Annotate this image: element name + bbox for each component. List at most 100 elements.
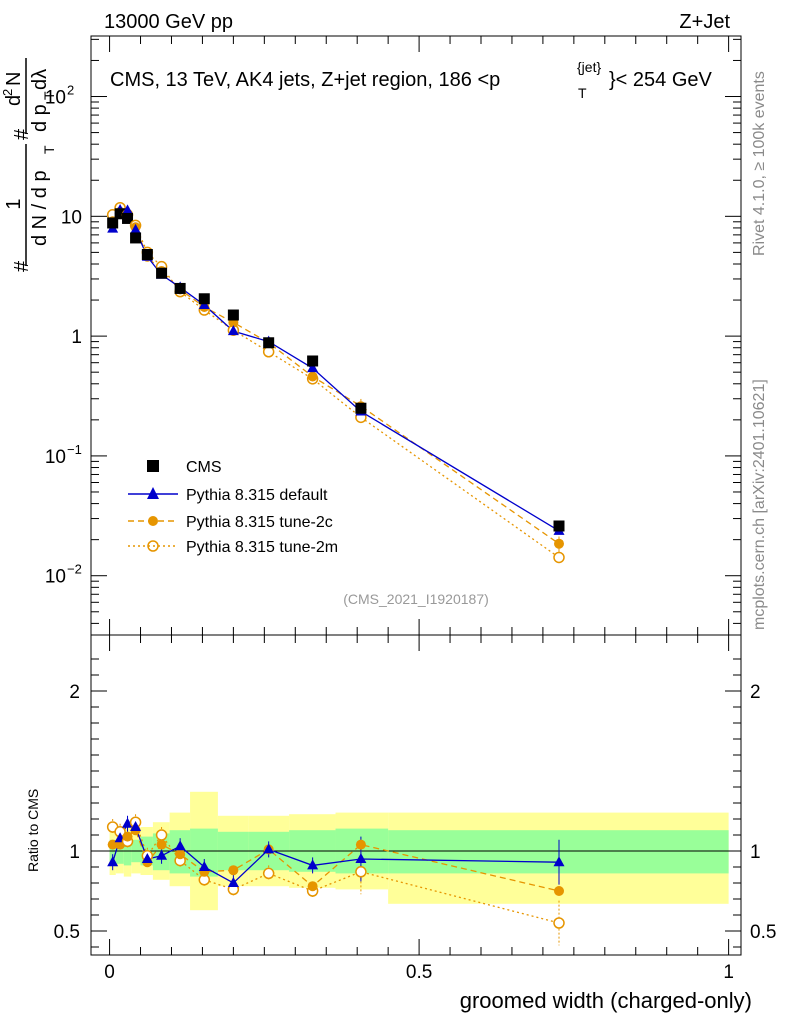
- y-tick-label: 10: [45, 567, 66, 588]
- chart-title: CMS, 13 TeV, AK4 jets, Z+jet region, 186…: [110, 59, 713, 101]
- ylabel-den2-tail: dλ: [29, 69, 51, 90]
- ylabel-num2-tail: N: [3, 72, 25, 86]
- ratio-point-tune2m: [262, 867, 275, 880]
- legend-entry-cms: CMS: [147, 459, 222, 476]
- point-cms: [355, 402, 367, 414]
- point-default: [227, 325, 239, 336]
- title-sup: {jet}: [577, 59, 601, 75]
- ratio-y-tick-label: 0.5: [54, 922, 80, 943]
- ratio-point-default: [263, 843, 275, 854]
- ylabel-hash-1: #: [11, 260, 33, 272]
- mcplots-label: mcplots.cern.ch [arXiv:2401.10621]: [751, 379, 768, 630]
- ylabel-den2-sub: T: [41, 91, 57, 100]
- ratio-point-tune2m: [553, 917, 565, 929]
- point-tune2c: [554, 538, 564, 549]
- ratio-point-tune2c: [355, 839, 366, 850]
- ratio-y-tick-label-right: 0.5: [750, 922, 776, 943]
- title-tail: }< 254 GeV: [609, 69, 713, 91]
- ylabel-num2-sup: 2: [0, 89, 15, 96]
- point-cms: [130, 232, 142, 244]
- ylabel-hash-2: #: [11, 128, 33, 140]
- header-right-label: Z+Jet: [679, 11, 730, 33]
- ylabel-frac-den: d N / d p: [29, 170, 51, 246]
- ratio-point-default: [355, 853, 367, 863]
- legend: CMS Pythia 8.315 default Pythia 8.315 tu…: [128, 459, 338, 556]
- ylabel-num2: d: [3, 95, 25, 106]
- ratio-band-green: [123, 838, 132, 866]
- y-tick-label-exp: 2: [67, 83, 74, 98]
- point-default: [307, 362, 319, 373]
- legend-label-tune2c: Pythia 8.315 tune-2c: [186, 514, 333, 531]
- ylabel-frac-num: 1: [3, 198, 25, 209]
- rivet-label: Rivet 4.1.0, ≥ 100k events: [751, 71, 768, 256]
- point-default: [130, 223, 142, 234]
- ratio-point-default: [141, 853, 153, 863]
- point-cms: [141, 249, 153, 261]
- point-tune2m: [262, 346, 275, 358]
- y-tick-label: 1: [71, 327, 82, 348]
- ratio-point-tune2c: [554, 886, 564, 896]
- ratio-panel: 0 0.5 1 0.5 0.5 1 1 2 2: [54, 635, 776, 983]
- header-left-label: 13000 GeV pp: [104, 11, 233, 33]
- ratio-y-axis-label: Ratio to CMS: [25, 789, 41, 872]
- legend-label-cms: CMS: [186, 459, 222, 476]
- ratio-frame: [90, 634, 742, 956]
- ylabel-frac-den-sub: T: [41, 145, 57, 154]
- ratio-y-tick-label: 1: [69, 842, 80, 863]
- legend-entry-tune2c: Pythia 8.315 tune-2c: [128, 514, 333, 531]
- legend-marker-tune2c: [148, 516, 158, 526]
- ratio-point-default: [107, 856, 119, 867]
- x-tick-label: 0.5: [406, 962, 432, 983]
- ratio-point-default: [307, 859, 319, 870]
- y-axis-label-main: # 1 d N / d p T # d 2 N d p T dλ: [0, 58, 57, 272]
- title-sub: T: [578, 85, 587, 101]
- point-cms: [307, 355, 319, 367]
- point-cms: [553, 520, 565, 532]
- ratio-point-tune2m: [355, 866, 367, 878]
- legend-entry-default: Pythia 8.315 default: [128, 487, 328, 504]
- series-line-tune2c: [112, 211, 560, 545]
- x-axis-label: groomed width (charged-only): [460, 988, 752, 1013]
- ratio-y-tick-label-right: 2: [750, 682, 761, 703]
- ratio-point-default: [227, 877, 239, 887]
- legend-marker-cms: [147, 460, 159, 472]
- ratio-band-green: [388, 830, 729, 874]
- series-line-default: [112, 209, 560, 532]
- analysis-watermark: (CMS_2021_I1920187): [343, 591, 489, 607]
- point-cms: [198, 293, 210, 305]
- ratio-band-green: [115, 839, 124, 864]
- ratio-point-default: [130, 821, 142, 831]
- point-cms: [174, 282, 186, 294]
- legend-label-default: Pythia 8.315 default: [186, 487, 328, 504]
- ratio-point-tune2c: [122, 831, 133, 842]
- x-tick-label: 1: [723, 962, 734, 983]
- point-cms: [263, 337, 275, 349]
- y-tick-label-exp: −1: [67, 442, 82, 457]
- legend-label-tune2m: Pythia 8.315 tune-2m: [186, 539, 338, 556]
- ratio-point-default: [156, 849, 168, 860]
- point-cms: [156, 267, 168, 279]
- point-cms: [107, 217, 119, 229]
- point-default: [122, 204, 134, 215]
- series-line-tune2m: [112, 206, 560, 559]
- ratio-point-tune2m: [155, 829, 168, 841]
- point-tune2m: [553, 551, 565, 564]
- ratio-point-default: [174, 840, 186, 851]
- ylabel-den2: d p: [29, 104, 51, 132]
- ratio-y-tick-label-right: 1: [750, 842, 761, 863]
- ratio-point-tune2c: [228, 865, 239, 876]
- y-tick-label: 10: [61, 207, 82, 228]
- ratio-point-tune2c: [307, 881, 318, 892]
- ratio-point-tune2c: [156, 839, 167, 850]
- ratio-point-default: [122, 817, 134, 828]
- point-tune2c: [307, 371, 318, 382]
- y-tick-label: 10: [45, 88, 66, 109]
- ratio-point-default: [553, 856, 565, 867]
- ratio-y-tick-label: 2: [69, 682, 80, 703]
- y-tick-label-exp: −2: [67, 562, 82, 577]
- ratio-point-tune2c: [175, 849, 186, 860]
- point-cms: [227, 309, 239, 321]
- y-tick-label: 10: [45, 447, 66, 468]
